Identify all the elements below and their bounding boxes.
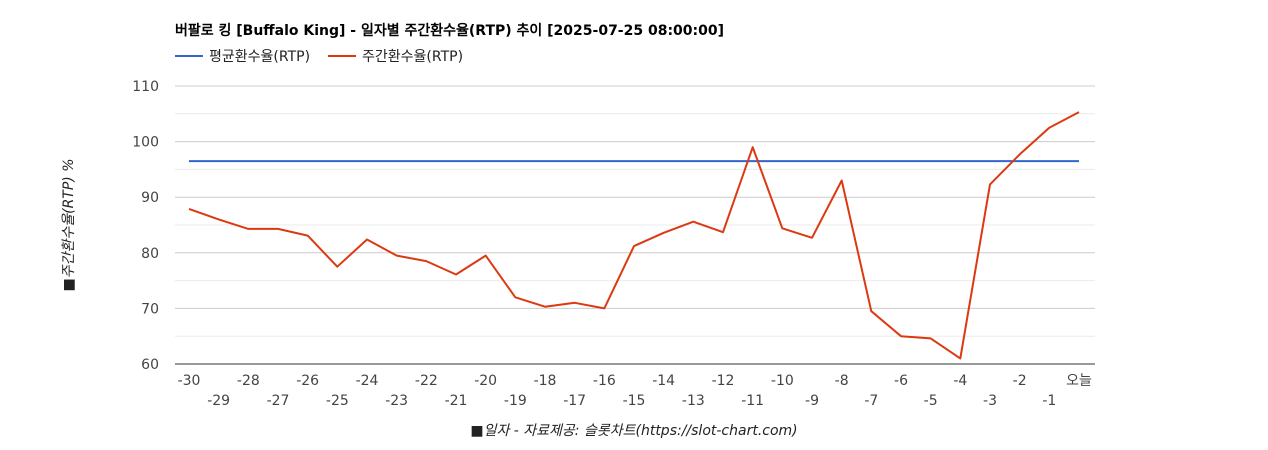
chart-title: 버팔로 킹 [Buffalo King] - 일자별 주간환수율(RTP) 추이… — [175, 23, 725, 39]
y-tick-label: 110 — [132, 79, 159, 95]
x-tick-label: -4 — [953, 373, 967, 389]
y-tick-label: 60 — [141, 357, 159, 373]
x-tick-label: -23 — [385, 393, 408, 409]
x-tick-label: -26 — [296, 373, 319, 389]
x-tick-label: -10 — [771, 373, 794, 389]
x-tick-label: -18 — [534, 373, 557, 389]
x-tick-label: -5 — [924, 393, 938, 409]
x-tick-label: -20 — [474, 373, 497, 389]
x-tick-label: -13 — [682, 393, 705, 409]
x-tick-label: -21 — [445, 393, 468, 409]
x-tick-label: -25 — [326, 393, 349, 409]
x-tick-label: -6 — [894, 373, 908, 389]
legend-swatch-weekly — [328, 55, 357, 57]
series-line-weekly — [188, 111, 1080, 360]
x-tick-label: -29 — [207, 393, 230, 409]
series-layer — [188, 111, 1080, 360]
y-tick-labels: 60 70 80 90 100 110 — [132, 79, 159, 373]
x-tick-label: -9 — [805, 393, 819, 409]
y-tick-label: 90 — [141, 190, 159, 206]
legend-label-weekly: 주간환수율(RTP) — [362, 49, 464, 65]
x-tick-label: -16 — [593, 373, 616, 389]
x-axis-title: ■일자 - 자료제공: 슬롯차트(https://slot-chart.com) — [470, 423, 798, 439]
legend-swatch-average — [175, 55, 203, 57]
x-tick-label: -12 — [712, 373, 735, 389]
x-tick-label: -1 — [1042, 393, 1056, 409]
legend-item-weekly[interactable]: 주간환수율(RTP) — [328, 46, 463, 66]
x-tick-label: -27 — [267, 393, 290, 409]
x-tick-label: -22 — [415, 373, 438, 389]
legend-label-average: 평균환수율(RTP) — [209, 49, 311, 65]
x-tick-label: -2 — [1013, 373, 1027, 389]
x-tick-label: -14 — [652, 373, 675, 389]
y-tick-label: 70 — [141, 301, 159, 317]
x-tick-label: -15 — [623, 393, 646, 409]
x-tick-label: -8 — [835, 373, 849, 389]
y-tick-label: 100 — [132, 135, 159, 151]
legend-item-average[interactable]: 평균환수율(RTP) — [175, 46, 310, 66]
x-tick-label: -24 — [356, 373, 379, 389]
grid-layer — [175, 85, 1095, 365]
x-tick-label: -17 — [563, 393, 586, 409]
x-tick-label: -3 — [983, 393, 997, 409]
legend: 평균환수율(RTP) 주간환수율(RTP) — [175, 46, 463, 66]
x-tick-labels: -30-29-28-27-26-25-24-23-22-21-20-19-18-… — [178, 373, 1092, 409]
x-tick-label: 오늘 — [1066, 373, 1092, 389]
x-tick-label: -7 — [864, 393, 878, 409]
x-tick-label: -11 — [741, 393, 764, 409]
y-tick-label: 80 — [141, 246, 159, 262]
x-tick-label: -19 — [504, 393, 527, 409]
x-tick-label: -30 — [178, 373, 201, 389]
x-tick-label: -28 — [237, 373, 260, 389]
